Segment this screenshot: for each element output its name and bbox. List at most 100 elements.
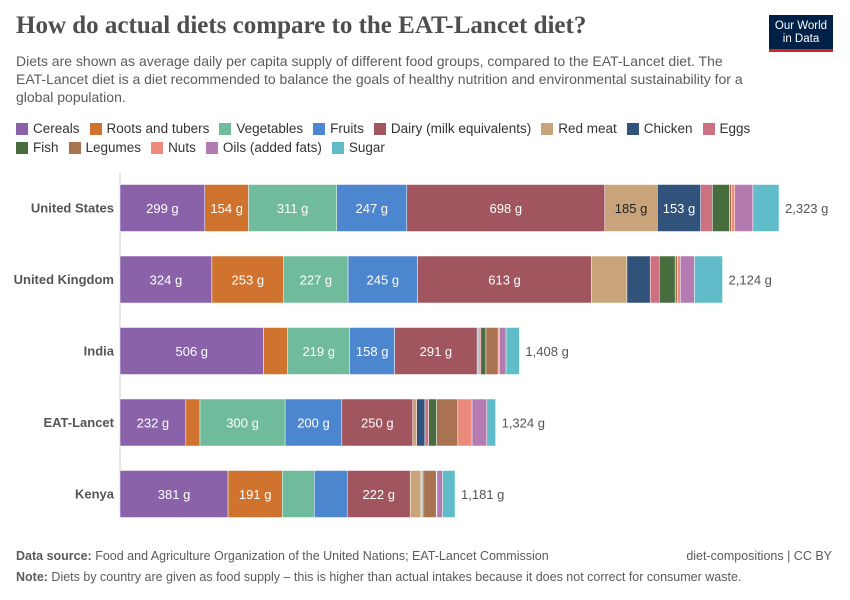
bar-segment[interactable] xyxy=(204,184,249,232)
legend-swatch xyxy=(16,141,28,154)
bar-segment[interactable] xyxy=(649,255,660,304)
bar-segment[interactable] xyxy=(700,184,713,232)
total-label: 1,324 g xyxy=(502,416,545,431)
bar-segment[interactable] xyxy=(211,255,284,304)
legend-item[interactable]: Chicken xyxy=(626,119,693,138)
bar-segment[interactable] xyxy=(417,255,592,304)
category-label: United States xyxy=(31,201,114,216)
data-label: 200 g xyxy=(297,416,330,431)
bar-segment[interactable] xyxy=(478,327,482,375)
bar-segment[interactable] xyxy=(185,398,201,447)
bar-segment[interactable] xyxy=(457,398,473,447)
data-label: 191 g xyxy=(239,487,272,502)
data-label: 253 g xyxy=(232,273,265,288)
stacked-bar-chart: United States 299 g 154 g 311 g 247 g 698 g 18… xyxy=(14,172,828,518)
legend-label: Dairy (milk equivalents) xyxy=(390,121,532,136)
bar-segment[interactable] xyxy=(409,470,422,518)
legend-item[interactable]: Nuts xyxy=(151,138,196,157)
data-label: 311 g xyxy=(277,201,309,216)
data-label: 185 g xyxy=(615,201,648,216)
legend-label: Red meat xyxy=(558,121,617,136)
bar-segment[interactable] xyxy=(336,184,408,232)
legend-item[interactable]: Dairy (milk equivalents) xyxy=(373,119,532,138)
data-label: 324 g xyxy=(150,273,183,288)
bar-segment[interactable] xyxy=(119,327,264,375)
bar-segment[interactable] xyxy=(626,255,651,304)
bar-segment[interactable] xyxy=(199,398,286,447)
bar-segment[interactable] xyxy=(424,398,429,447)
bar-segment[interactable] xyxy=(677,255,681,304)
legend-label: Cereals xyxy=(33,121,80,136)
legend-swatch xyxy=(219,122,232,135)
bar-segment[interactable] xyxy=(119,184,206,232)
bar-segment[interactable] xyxy=(341,398,414,447)
bar-segment[interactable] xyxy=(604,184,658,232)
bar-segment[interactable] xyxy=(712,184,730,232)
bar-segment[interactable] xyxy=(591,255,628,304)
bar-segment[interactable] xyxy=(283,255,349,304)
legend-item[interactable]: Vegetables xyxy=(219,119,303,138)
chart-slug-license[interactable]: diet-compositions | CC BY xyxy=(686,549,832,563)
bar-segment[interactable] xyxy=(412,398,417,447)
bar-segment[interactable] xyxy=(505,327,520,375)
legend-label: Legumes xyxy=(85,140,142,155)
legend-item[interactable]: Roots and tubers xyxy=(89,119,209,138)
bar-segment[interactable] xyxy=(428,398,437,447)
bar-segment[interactable] xyxy=(436,470,443,518)
total-label: 1,181 g xyxy=(461,487,504,502)
legend-item[interactable]: Legumes xyxy=(68,138,142,157)
bar-segment[interactable] xyxy=(284,398,343,447)
bar-segment[interactable] xyxy=(731,184,735,232)
bar-segment[interactable] xyxy=(347,255,418,304)
bar-segment[interactable] xyxy=(248,184,337,232)
data-label: 154 g xyxy=(210,201,243,216)
bar-segment[interactable] xyxy=(480,327,487,375)
legend-item[interactable]: Cereals xyxy=(16,119,80,138)
legend-item[interactable]: Eggs xyxy=(702,119,750,138)
bar-segment[interactable] xyxy=(657,184,701,232)
bar-segment[interactable] xyxy=(314,470,348,518)
bar-segment[interactable] xyxy=(287,327,351,375)
bar-segment[interactable] xyxy=(416,398,426,447)
bar-segment[interactable] xyxy=(442,470,456,518)
legend-item[interactable]: Sugar xyxy=(331,138,385,157)
legend-item[interactable]: Oils (added fats) xyxy=(205,138,322,157)
legend-label: Sugar xyxy=(348,140,385,155)
bar-segment[interactable] xyxy=(486,398,496,447)
legend-item[interactable]: Fish xyxy=(16,138,59,157)
legend-swatch xyxy=(702,122,715,135)
bar-segment[interactable] xyxy=(659,255,676,304)
data-label: 250 g xyxy=(361,416,394,431)
bar-segment[interactable] xyxy=(485,327,499,375)
legend-label: Chicken xyxy=(643,121,693,136)
legend-label: Nuts xyxy=(168,140,196,155)
data-label: 153 g xyxy=(663,201,696,216)
data-label: 227 g xyxy=(300,273,333,288)
bar-segment[interactable] xyxy=(680,255,695,304)
bar-segment[interactable] xyxy=(406,184,606,232)
legend-item[interactable]: Red meat xyxy=(541,119,617,138)
total-label: 2,124 g xyxy=(729,273,772,288)
source-label: Data source: xyxy=(16,549,92,563)
bar-segment[interactable] xyxy=(471,398,488,447)
bar-segment[interactable] xyxy=(119,255,213,304)
bar-segment[interactable] xyxy=(734,184,754,232)
legend-label: Fish xyxy=(33,140,59,155)
note: Note: Diets by country are given as food… xyxy=(16,570,741,584)
bar-segment[interactable] xyxy=(752,184,780,232)
bar-segment[interactable] xyxy=(119,398,187,447)
note-label: Note: xyxy=(16,570,48,584)
bar-segment[interactable] xyxy=(282,470,315,518)
bar-segment[interactable] xyxy=(436,398,459,447)
bar-segment[interactable] xyxy=(263,327,288,375)
bar-segment[interactable] xyxy=(729,184,732,232)
legend-item[interactable]: Fruits xyxy=(313,119,364,138)
bar-segment[interactable] xyxy=(694,255,723,304)
bar-segment[interactable] xyxy=(423,470,437,518)
bar-segment[interactable] xyxy=(394,327,478,375)
bar-segment[interactable] xyxy=(674,255,678,304)
bar-segment[interactable] xyxy=(119,470,229,518)
bar-segment[interactable] xyxy=(499,327,507,375)
bar-segment[interactable] xyxy=(346,470,411,518)
owid-logo[interactable]: Our World in Data xyxy=(769,15,833,52)
